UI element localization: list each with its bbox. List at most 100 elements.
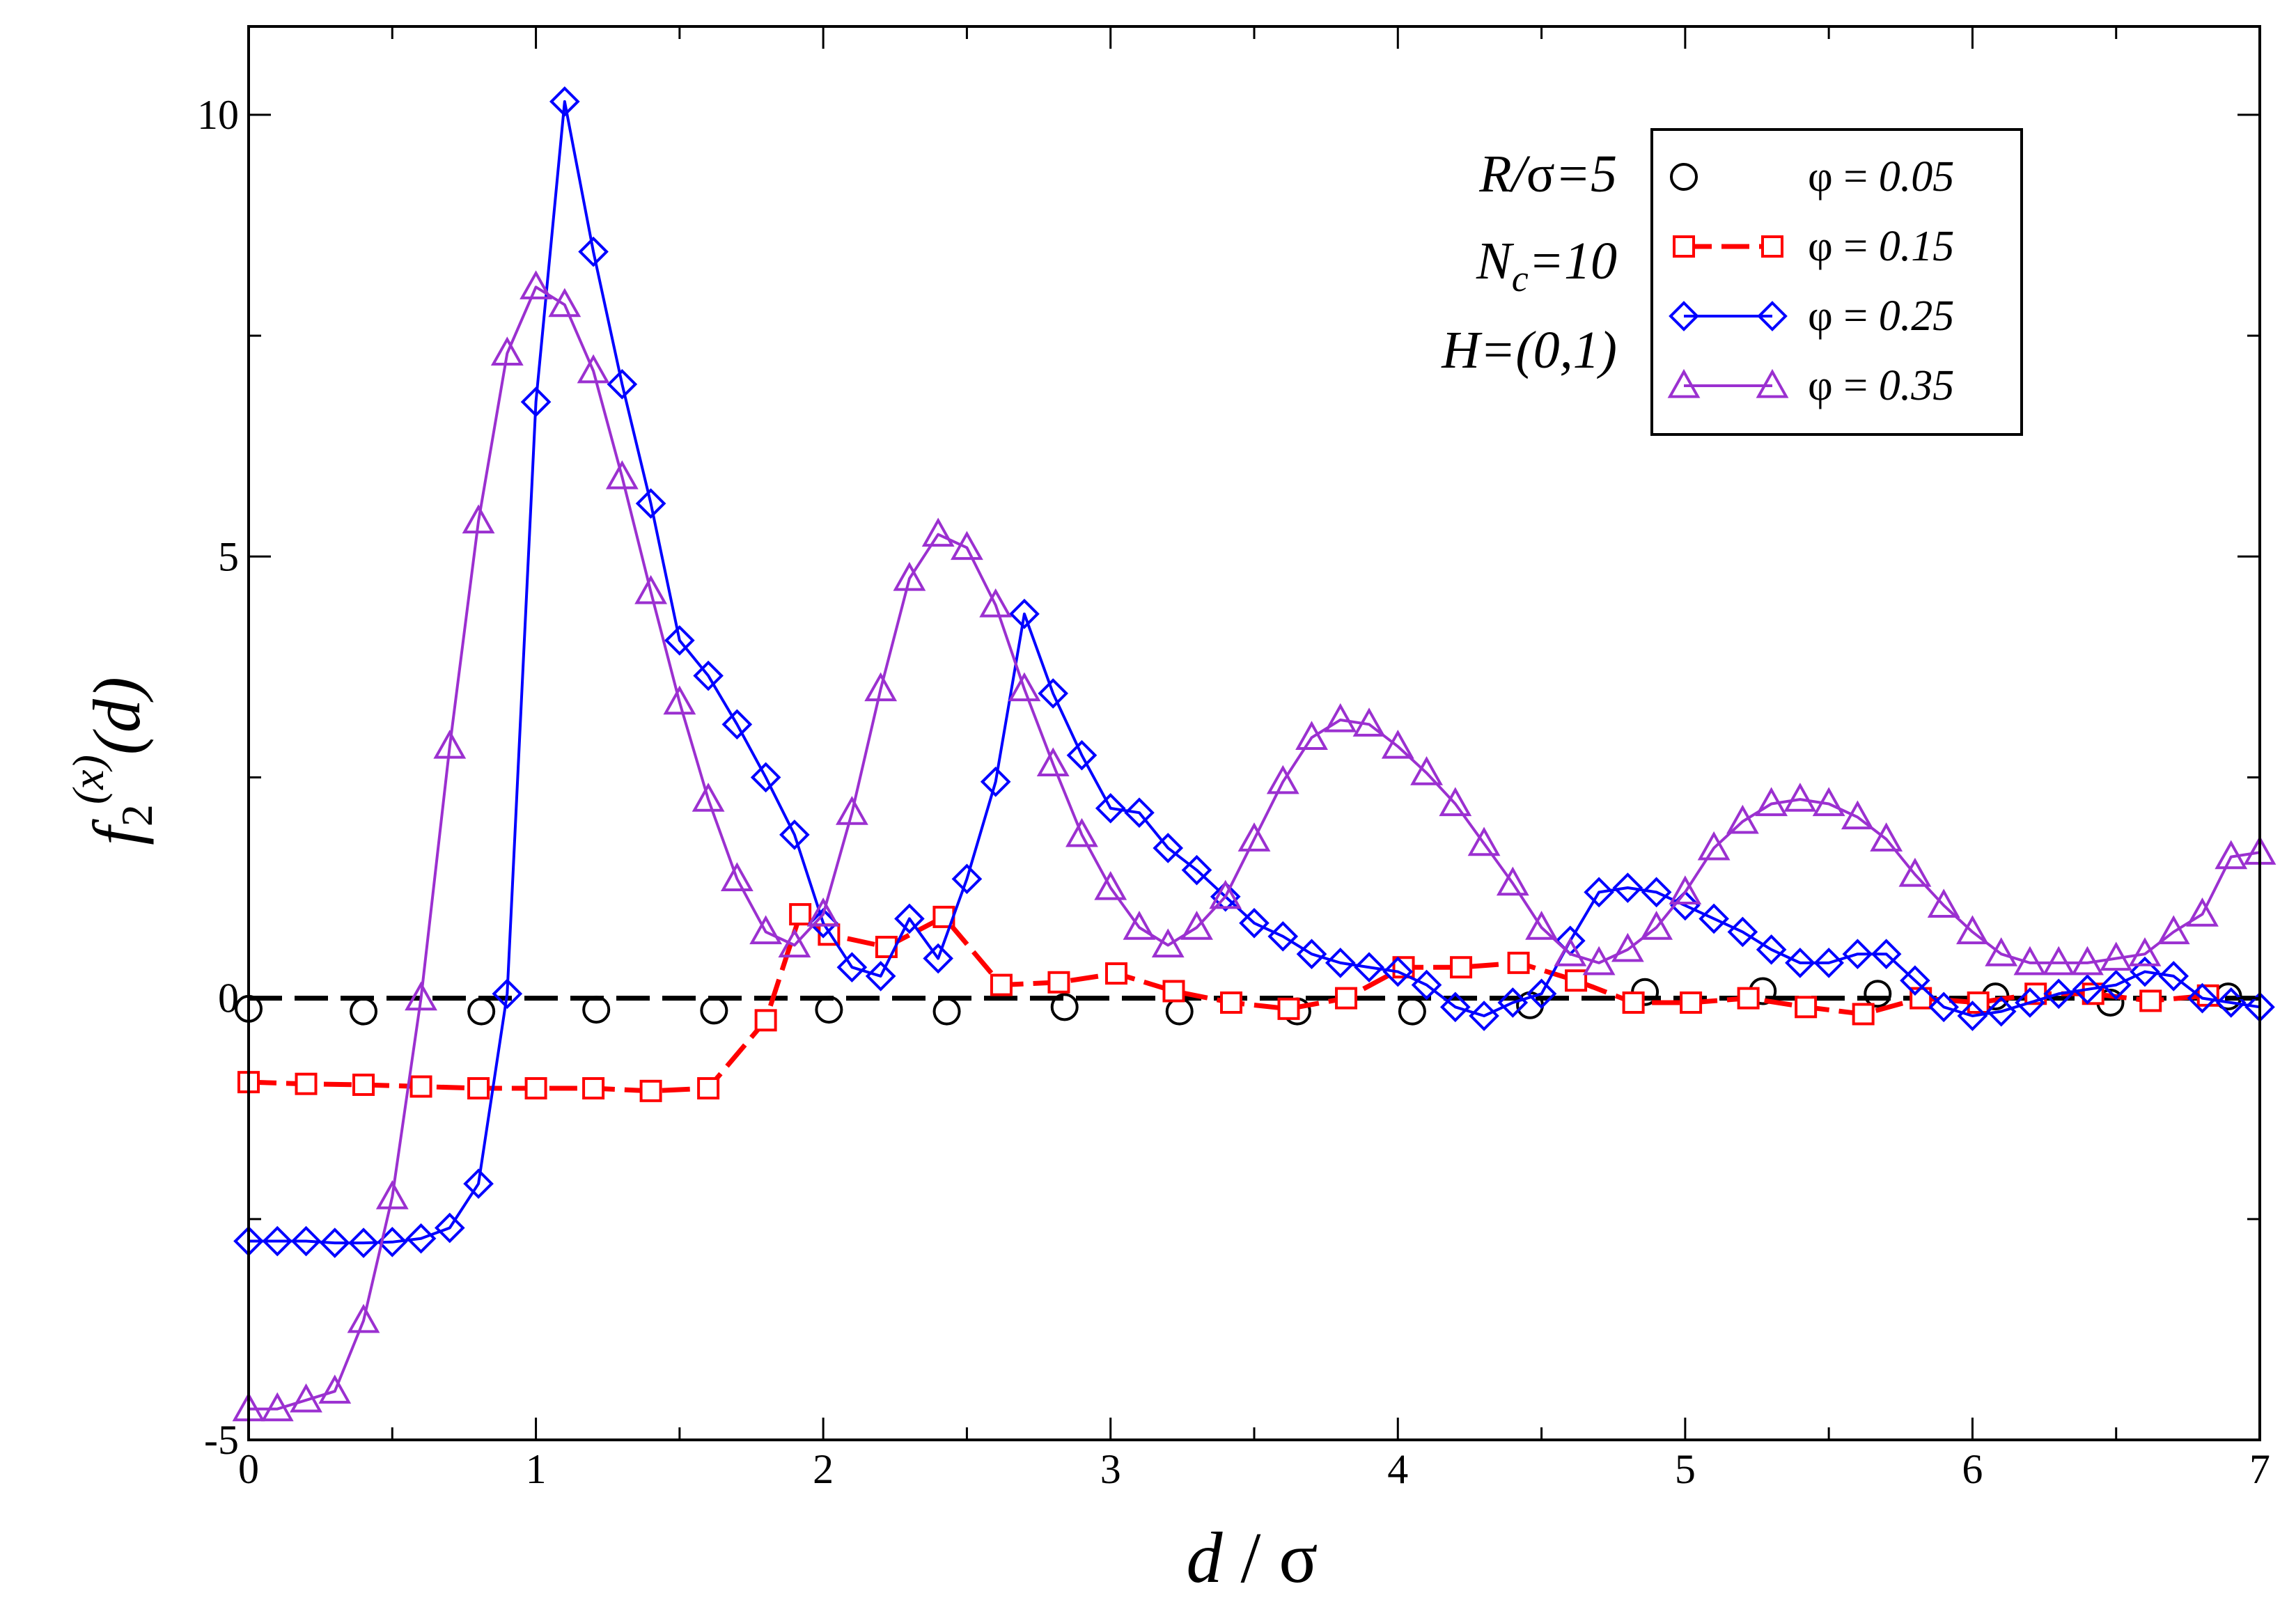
data-point bbox=[2158, 961, 2189, 991]
data-point bbox=[1785, 948, 1815, 978]
data-point bbox=[409, 1075, 432, 1098]
data-point bbox=[1094, 870, 1127, 900]
data-point bbox=[815, 996, 843, 1024]
data-point bbox=[779, 820, 810, 850]
data-point bbox=[2071, 946, 2104, 975]
data-point bbox=[1210, 881, 1241, 912]
data-point bbox=[462, 504, 495, 534]
data-point bbox=[1698, 903, 1729, 934]
data-point bbox=[1727, 916, 1758, 948]
data-point bbox=[490, 336, 524, 366]
data-point bbox=[290, 1383, 322, 1413]
data-point bbox=[720, 862, 753, 891]
data-point bbox=[492, 978, 523, 1010]
data-point bbox=[463, 1168, 494, 1199]
series-0 bbox=[235, 977, 2242, 1026]
y-tick-label: 5 bbox=[218, 533, 239, 579]
legend-marker bbox=[1667, 368, 1701, 398]
series-layer bbox=[232, 86, 2277, 1422]
data-point bbox=[262, 1225, 293, 1257]
y-tick-label: 10 bbox=[197, 92, 239, 138]
data-point bbox=[582, 1077, 605, 1100]
data-point bbox=[806, 897, 840, 927]
data-point bbox=[1335, 987, 1358, 1010]
data-point bbox=[693, 660, 724, 691]
data-point bbox=[980, 766, 1011, 797]
legend-marker bbox=[1757, 301, 1788, 331]
data-point bbox=[1697, 831, 1731, 861]
data-point bbox=[2042, 946, 2075, 975]
y-axis-title-sub: 2 bbox=[112, 804, 162, 826]
data-point bbox=[433, 729, 467, 759]
annotation-radius: R/σ=5 bbox=[1478, 145, 1617, 203]
y-axis-title-arg: (d) bbox=[79, 677, 154, 755]
data-point bbox=[754, 1009, 777, 1032]
data-point bbox=[1554, 937, 1587, 966]
data-point bbox=[1496, 866, 1529, 896]
data-point bbox=[1900, 965, 1930, 996]
x-tick-label: 6 bbox=[1962, 1446, 1983, 1492]
legend-entries bbox=[1667, 163, 1789, 398]
data-point bbox=[1151, 928, 1185, 958]
data-point bbox=[1726, 804, 1759, 834]
data-point bbox=[1927, 888, 1960, 918]
data-point bbox=[319, 1228, 350, 1258]
data-point bbox=[951, 863, 983, 895]
data-point bbox=[749, 915, 783, 945]
annotation-nc: Nc=10 bbox=[1476, 232, 1617, 299]
data-point bbox=[2187, 982, 2218, 1014]
data-point bbox=[1038, 678, 1069, 709]
y-tick-label: -5 bbox=[204, 1417, 239, 1463]
x-tick-label: 7 bbox=[2249, 1446, 2270, 1492]
data-point bbox=[605, 460, 639, 489]
data-point bbox=[1009, 598, 1040, 629]
data-point bbox=[1680, 991, 1703, 1014]
data-point bbox=[607, 369, 638, 400]
data-point bbox=[405, 1223, 437, 1254]
data-point bbox=[692, 783, 725, 812]
data-point bbox=[634, 574, 668, 604]
series-2 bbox=[233, 86, 2275, 1258]
data-point bbox=[2215, 840, 2248, 870]
data-point bbox=[1756, 934, 1787, 965]
data-point bbox=[2130, 956, 2160, 987]
legend-marker bbox=[1669, 301, 1699, 331]
data-point bbox=[836, 952, 868, 983]
data-point bbox=[1852, 1003, 1875, 1026]
data-point bbox=[347, 1303, 380, 1333]
data-point bbox=[1325, 948, 1356, 978]
x-tick-label: 4 bbox=[1387, 1446, 1408, 1492]
data-point bbox=[1123, 911, 1156, 940]
data-point bbox=[865, 961, 896, 991]
data-point bbox=[1871, 939, 1902, 970]
data-point bbox=[1237, 822, 1271, 852]
data-point bbox=[1795, 996, 1818, 1019]
x-axis-title: d / σ bbox=[1187, 1518, 1318, 1598]
data-point bbox=[1124, 797, 1155, 829]
data-point bbox=[548, 288, 581, 318]
data-point bbox=[750, 762, 781, 793]
data-point bbox=[1641, 877, 1672, 908]
data-point bbox=[2196, 984, 2219, 1007]
data-point bbox=[835, 796, 868, 825]
data-point bbox=[2139, 989, 2162, 1012]
legend: φ = 0.05 φ = 0.15 φ = 0.25 φ = 0.35 bbox=[1650, 128, 2023, 436]
data-point bbox=[1565, 969, 1588, 992]
data-point bbox=[664, 625, 695, 656]
data-point bbox=[520, 270, 552, 299]
data-point bbox=[990, 973, 1013, 996]
legend-marker bbox=[1673, 235, 1695, 258]
data-point bbox=[577, 354, 610, 384]
data-point bbox=[1450, 956, 1473, 979]
data-point bbox=[1669, 875, 1702, 904]
data-point bbox=[1737, 987, 1760, 1010]
data-point bbox=[1870, 822, 1903, 852]
data-point bbox=[1219, 991, 1242, 1014]
annotations: R/σ=5 Nc=10 H=(0,1) bbox=[1441, 145, 1617, 379]
y-axis-title-sup: (x) bbox=[63, 755, 113, 804]
data-point bbox=[524, 1077, 547, 1100]
data-point bbox=[1842, 939, 1873, 970]
data-point bbox=[1296, 939, 1327, 970]
data-point bbox=[1295, 721, 1328, 750]
